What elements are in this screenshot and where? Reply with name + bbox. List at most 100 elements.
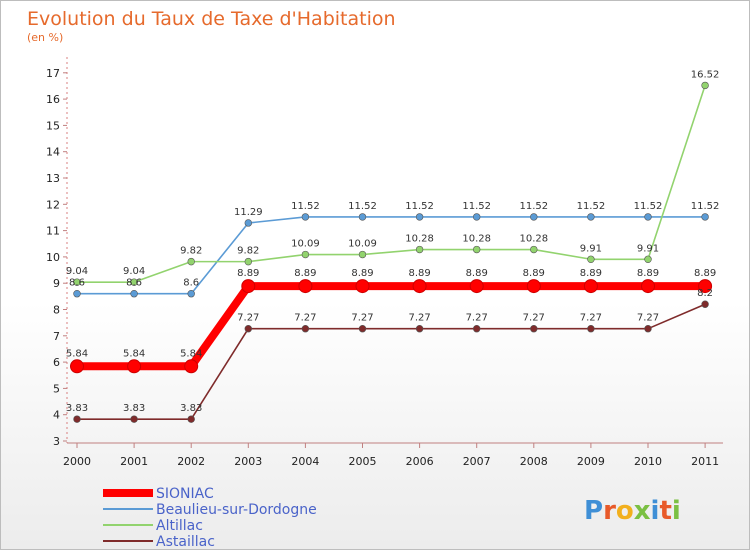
- legend-label: Beaulieu-sur-Dordogne: [156, 502, 317, 518]
- data-label: 11.52: [519, 201, 548, 212]
- data-label: 9.91: [637, 243, 659, 254]
- data-label: 7.27: [523, 313, 545, 324]
- data-point: [358, 324, 367, 333]
- x-tick-label: 2009: [577, 455, 605, 468]
- data-point: [130, 278, 138, 286]
- data-point: [530, 245, 538, 254]
- data-point: [530, 324, 538, 333]
- y-tick-label: 9: [53, 277, 60, 290]
- x-tick-label: 2001: [120, 455, 148, 468]
- data-label: 11.29: [234, 207, 263, 218]
- data-label: 11.52: [348, 201, 377, 212]
- series-layer: [70, 81, 713, 423]
- data-point: [701, 300, 709, 308]
- logo-letter: P: [584, 496, 603, 526]
- data-point: [583, 279, 598, 294]
- data-point: [587, 255, 595, 263]
- data-point: [530, 213, 538, 221]
- data-label: 3.83: [123, 403, 145, 414]
- y-tick-label: 13: [46, 172, 60, 185]
- data-label: 8.89: [408, 268, 430, 279]
- data-point: [701, 81, 709, 90]
- y-tick-label: 10: [46, 251, 60, 264]
- data-point: [244, 219, 253, 227]
- data-point: [244, 257, 253, 266]
- data-point: [412, 279, 427, 294]
- proxiti-logo: Proxiti: [584, 496, 681, 526]
- data-point: [358, 250, 367, 259]
- data-point: [187, 415, 195, 423]
- data-label: 7.27: [637, 313, 659, 324]
- chart-title: Evolution du Taux de Taxe d'Habitation: [27, 8, 396, 30]
- y-tick-label: 4: [53, 409, 60, 422]
- data-label: 5.84: [180, 348, 202, 359]
- axes: 3 4 5 6 7 8 9 10 11 12 13 14 15 16 17 2000 2001 2002 2003 2…: [46, 57, 723, 468]
- data-label: 10.28: [462, 234, 491, 245]
- data-label: 16.52: [691, 69, 720, 80]
- data-point: [415, 245, 424, 254]
- logo-letter: o: [616, 496, 634, 526]
- data-label: 8.6: [69, 278, 85, 289]
- x-tick-label: 2002: [177, 455, 205, 468]
- data-label: 11.52: [691, 201, 720, 212]
- data-point: [698, 279, 713, 294]
- data-point: [73, 290, 81, 298]
- data-point: [244, 324, 253, 333]
- data-label: 8.6: [183, 278, 199, 289]
- data-labels: 8.6 8.6 8.6 11.29 11.52 11.52 11.52 11.52 11.52 1…: [66, 69, 720, 414]
- y-tick-label: 17: [46, 67, 60, 80]
- data-point: [301, 250, 310, 259]
- data-point: [73, 278, 81, 286]
- legend-label: Altillac: [156, 518, 203, 534]
- data-label: 11.52: [291, 201, 320, 212]
- data-label: 7.27: [237, 313, 259, 324]
- data-label: 8.89: [580, 268, 602, 279]
- y-tick-label: 8: [53, 304, 60, 317]
- data-label: 11.52: [577, 201, 606, 212]
- data-point: [187, 290, 195, 298]
- x-tick-label: 2007: [463, 455, 491, 468]
- x-tick-label: 2003: [234, 455, 262, 468]
- data-label: 8.89: [637, 268, 659, 279]
- data-point: [644, 324, 652, 333]
- data-point: [473, 324, 481, 333]
- data-point: [701, 213, 709, 221]
- chart-subtitle: (en %): [27, 31, 63, 44]
- data-label: 8.6: [126, 278, 142, 289]
- series-line-astaillac: [76, 303, 706, 420]
- data-point: [415, 213, 424, 221]
- series-line-altillac: [76, 84, 706, 283]
- data-point: [641, 279, 655, 294]
- legend-label: Astaillac: [156, 534, 215, 550]
- data-point: [70, 359, 84, 374]
- logo-letter: t: [659, 496, 671, 526]
- data-label: 7.27: [466, 313, 488, 324]
- data-point: [473, 245, 481, 254]
- y-tick-label: 16: [46, 93, 60, 106]
- data-point: [469, 279, 484, 294]
- data-label: 5.84: [66, 348, 88, 359]
- data-label: 7.27: [351, 313, 373, 324]
- logo-letter: i: [672, 496, 681, 526]
- y-tick-label: 15: [46, 119, 60, 132]
- data-label: 10.09: [291, 239, 320, 250]
- data-label: 10.09: [348, 239, 377, 250]
- y-tick-label: 3: [53, 435, 60, 448]
- data-label: 7.27: [580, 313, 602, 324]
- x-tick-label: 2004: [291, 455, 319, 468]
- y-tick-label: 12: [46, 198, 60, 211]
- data-label: 8.89: [466, 268, 488, 279]
- data-label: 8.89: [237, 268, 259, 279]
- y-tick-label: 14: [46, 146, 60, 159]
- y-tick-label: 6: [53, 356, 60, 369]
- data-point: [355, 279, 370, 294]
- y-tick-label: 11: [46, 225, 60, 238]
- data-point: [358, 213, 367, 221]
- y-tick-label: 7: [53, 330, 60, 343]
- x-tick-label: 2010: [634, 455, 662, 468]
- data-point: [298, 279, 313, 294]
- data-point: [301, 324, 310, 333]
- logo-letter: r: [603, 496, 616, 526]
- data-point: [473, 213, 481, 221]
